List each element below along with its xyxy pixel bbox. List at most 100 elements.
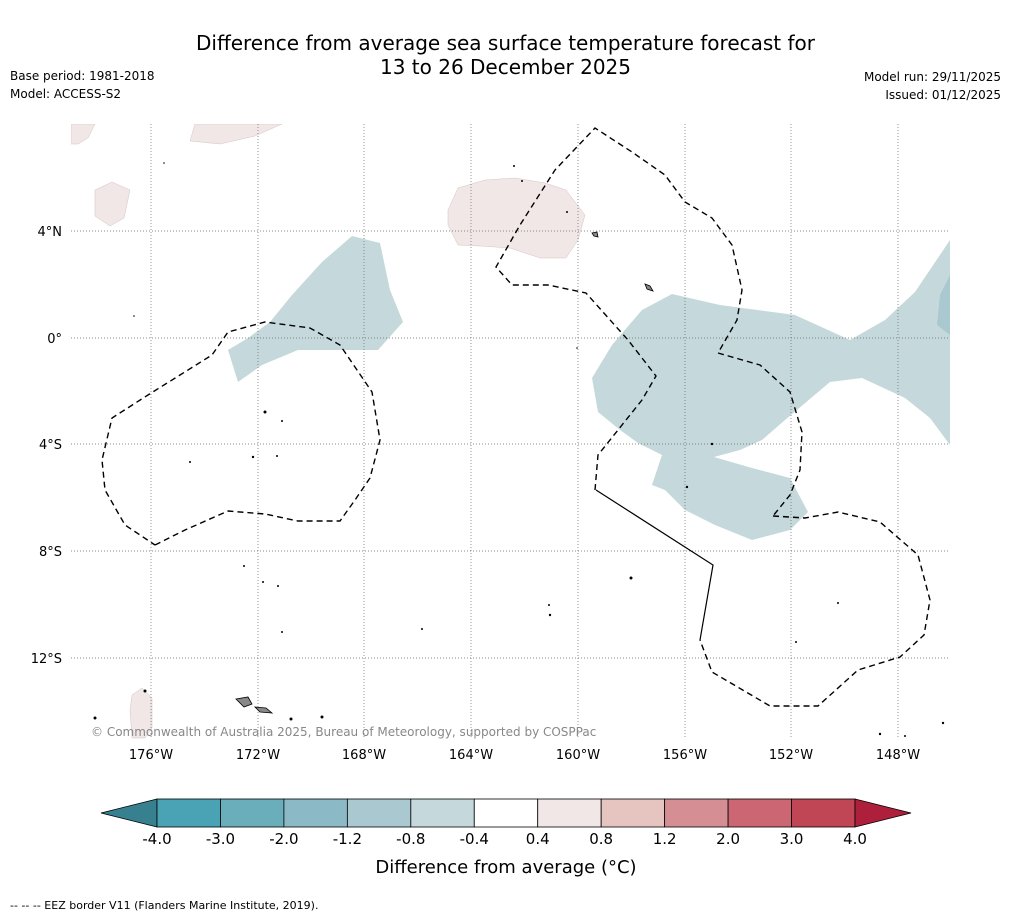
islet — [133, 315, 135, 317]
islet — [281, 420, 283, 422]
colorbar-low-arrow — [100, 798, 158, 828]
islet — [904, 735, 906, 737]
title-line-2: 13 to 26 December 2025 — [379, 55, 631, 79]
islet — [251, 455, 255, 459]
base-period: Base period: 1981-2018 — [10, 69, 155, 83]
islet — [93, 716, 97, 720]
meta-left: Base period: 1981-2018 Model: ACCESS-S2 — [10, 67, 155, 103]
colorbar-tick-label: -2.0 — [269, 830, 298, 848]
colorbar-tick-label: 0.4 — [526, 830, 550, 848]
islet — [548, 613, 552, 617]
islet — [837, 602, 839, 604]
islet — [289, 717, 293, 721]
colorbar-segments — [156, 798, 856, 828]
islands — [235, 231, 654, 714]
islet — [263, 410, 267, 414]
lon-label: 176°W — [129, 748, 173, 763]
colorbar-segment — [410, 798, 475, 828]
warm-region — [94, 181, 131, 227]
colorbar: -4.0 -3.0 -2.0 -1.2 -0.8 -0.4 0.4 0.8 1.2 2.0 3.0 4… — [100, 798, 912, 848]
cool-region — [592, 240, 950, 540]
model-run: Model run: 29/11/2025 — [863, 70, 1001, 84]
colorbar-segment — [473, 798, 539, 828]
colorbar-segment — [791, 798, 856, 828]
island — [591, 231, 599, 238]
colorbar-high-arrow — [854, 798, 912, 828]
latitude-labels: 4°N 0° 4°S 8°S 12°S — [31, 225, 62, 667]
island — [235, 696, 253, 708]
colorbar-tick-label: 1.2 — [653, 830, 677, 848]
map-title: Difference from average sea surface temp… — [0, 31, 1011, 79]
lon-label: 160°W — [556, 748, 600, 763]
islet — [548, 604, 550, 606]
colorbar-segment — [537, 798, 602, 828]
islet — [421, 628, 423, 630]
small-islets — [93, 162, 945, 737]
lon-label: 148°W — [876, 748, 920, 763]
eez-solid-border — [595, 489, 714, 641]
cool-region — [228, 236, 403, 382]
colorbar-tick-label: -3.0 — [206, 830, 235, 848]
lat-label: 8°S — [39, 545, 62, 560]
colorbar-segment — [727, 798, 792, 828]
longitude-labels: 176°W 172°W 168°W 164°W 160°W 156°W 152°… — [129, 748, 920, 763]
lon-label: 172°W — [236, 748, 280, 763]
colorbar-tick-label: 3.0 — [780, 830, 804, 848]
lon-label: 164°W — [449, 748, 493, 763]
warm-region — [129, 687, 153, 739]
colorbar-segment — [156, 798, 221, 828]
warm-anomaly-regions — [71, 124, 586, 739]
eez-border — [101, 321, 381, 546]
islet — [576, 347, 578, 349]
islet — [941, 721, 945, 725]
islet — [281, 631, 283, 633]
lon-label: 156°W — [663, 748, 707, 763]
colorbar-segment — [664, 798, 729, 828]
cool-region-darker — [937, 275, 950, 335]
warm-region — [189, 124, 283, 145]
eez-border-solid — [595, 489, 714, 641]
islet — [795, 641, 797, 643]
colorbar-label: Difference from average (°C) — [375, 857, 636, 878]
island — [253, 706, 274, 714]
cool-anomaly-regions — [228, 236, 950, 540]
island — [644, 283, 654, 292]
lon-label: 168°W — [342, 748, 386, 763]
colorbar-segment — [600, 798, 666, 828]
colorbar-tick-label: 2.0 — [716, 830, 740, 848]
colorbar-tick-label: 4.0 — [843, 830, 867, 848]
islet — [566, 211, 568, 213]
model-name: Model: ACCESS-S2 — [10, 87, 122, 101]
colorbar-tick-label: -1.2 — [333, 830, 362, 848]
colorbar-ticks: -4.0 -3.0 -2.0 -1.2 -0.8 -0.4 0.4 0.8 1.2 2.0 3.0 4… — [142, 830, 867, 848]
islet — [521, 180, 523, 182]
eez-borders — [101, 127, 931, 707]
warm-region — [71, 124, 96, 145]
islet — [320, 715, 324, 719]
lat-label: 4°N — [38, 225, 63, 240]
colorbar-segment — [283, 798, 348, 828]
eez-footnote: -- -- -- EEZ border V11 (Flanders Marine… — [10, 899, 319, 912]
islet — [262, 581, 264, 583]
issued-date: Issued: 01/12/2025 — [885, 88, 1001, 102]
colorbar-tick-label: -0.8 — [396, 830, 425, 848]
eez-border — [495, 127, 803, 517]
islet — [189, 461, 191, 463]
islet — [878, 732, 882, 736]
colorbar-tick-label: -4.0 — [142, 830, 171, 848]
islet — [513, 165, 515, 167]
islet — [685, 485, 689, 489]
islet — [243, 565, 245, 567]
lon-label: 152°W — [769, 748, 813, 763]
colorbar-tick-label: -0.4 — [460, 830, 489, 848]
colorbar-segment — [220, 798, 285, 828]
title-line-1: Difference from average sea surface temp… — [195, 31, 815, 55]
lat-label: 4°S — [39, 438, 62, 453]
colorbar-segment — [346, 798, 412, 828]
islet — [277, 585, 279, 587]
islet — [276, 455, 278, 457]
islet — [710, 442, 714, 446]
islet — [629, 576, 633, 580]
map-area — [71, 124, 950, 739]
